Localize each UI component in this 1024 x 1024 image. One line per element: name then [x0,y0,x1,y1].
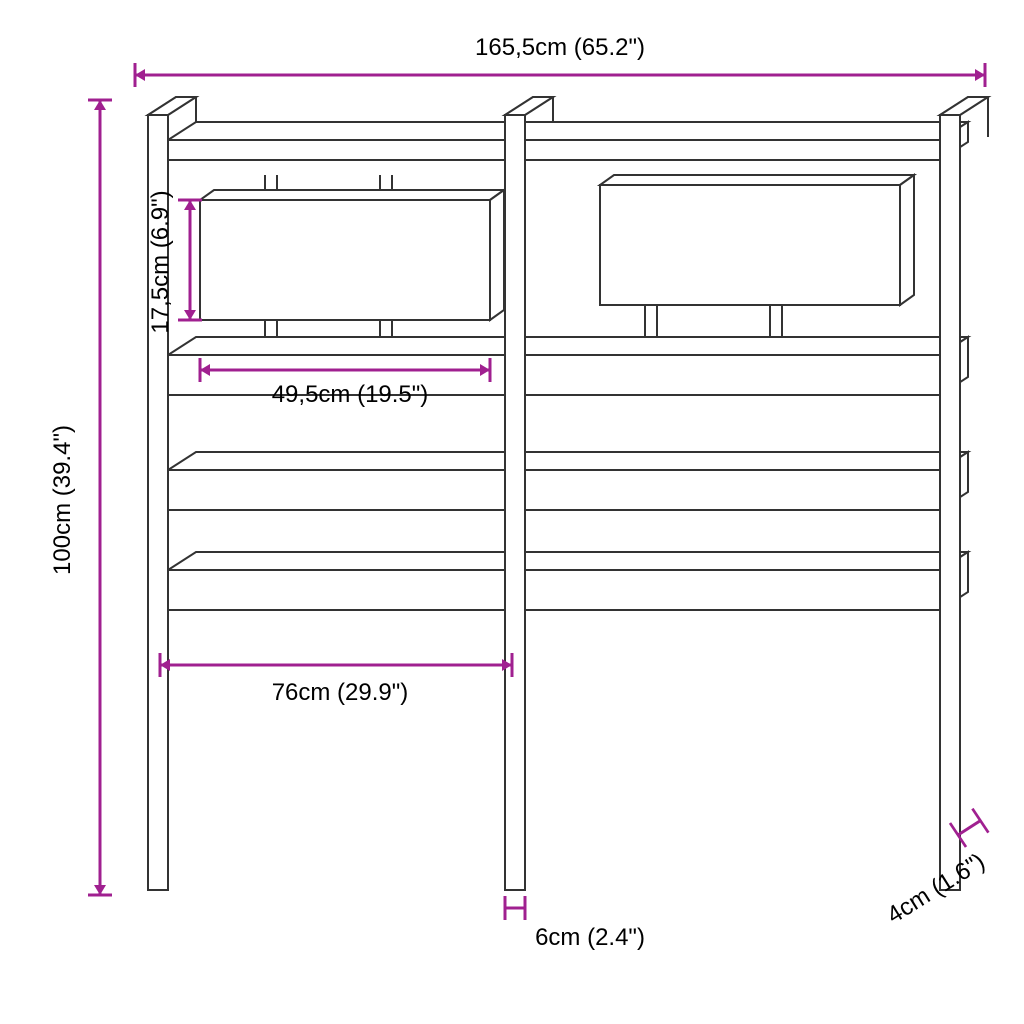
dim-panel-width: 49,5cm (19.5") [272,381,429,408]
dim-height-total: 100cm (39.4") [49,425,76,575]
dim-depth: 4cm (1.6") [882,848,989,929]
dim-width-total: 165,5cm (65.2") [475,34,645,61]
headboard-drawing [148,97,988,890]
dim-panel-height: 17,5cm (6.9") [147,190,174,333]
dim-center-post: 6cm (2.4") [535,924,645,951]
dim-half-width: 76cm (29.9") [272,679,409,706]
